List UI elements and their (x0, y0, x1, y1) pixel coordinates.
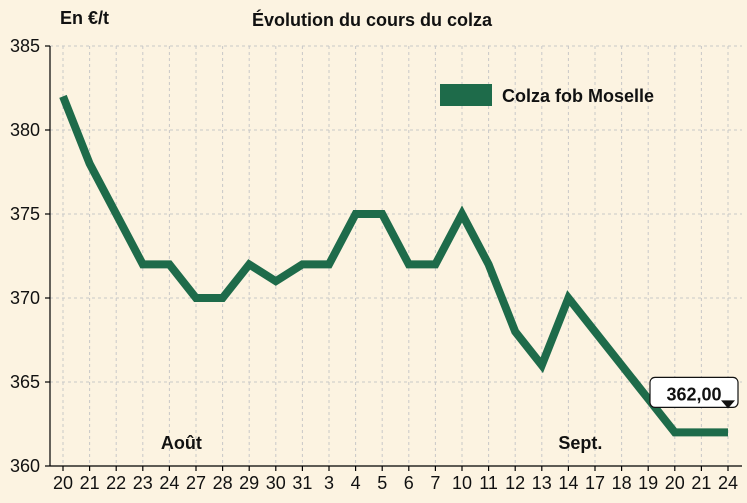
month-label: Sept. (558, 433, 602, 453)
x-tick-label: 7 (430, 473, 440, 493)
value-callout-box (649, 376, 739, 408)
legend-swatch (440, 84, 492, 106)
x-tick-label: 21 (691, 473, 711, 493)
x-tick-label: 20 (53, 473, 73, 493)
x-tick-label: 4 (351, 473, 361, 493)
x-tick-label: 29 (239, 473, 259, 493)
y-tick-label: 385 (10, 36, 40, 56)
y-tick-label: 365 (10, 372, 40, 392)
x-tick-label: 30 (266, 473, 286, 493)
x-tick-label: 22 (106, 473, 126, 493)
grid (50, 45, 742, 467)
x-tick-label: 28 (213, 473, 233, 493)
x-tick-labels: 20 21 22 23 24 27 28 29 30 31 3 4 5 6 7 10 11 12 13 14 17 18 1… (53, 473, 738, 493)
series-layer (59, 94, 728, 437)
y-tick-label: 380 (10, 120, 40, 140)
x-tick-label: 12 (505, 473, 525, 493)
x-tick-label: 31 (292, 473, 312, 493)
x-tick-label: 27 (186, 473, 206, 493)
y-tick-labels: 360 365 370 375 380 385 (10, 36, 40, 476)
chart-title: Évolution du cours du colza (252, 9, 493, 30)
x-tick-label: 21 (80, 473, 100, 493)
month-label: Août (161, 433, 202, 453)
legend-label: Colza fob Moselle (502, 86, 654, 106)
x-tick-label: 20 (665, 473, 685, 493)
series-line (59, 94, 728, 437)
x-tick-label: 24 (718, 473, 738, 493)
x-tick-label: 3 (324, 473, 334, 493)
value-callout-label: 362,00 (666, 384, 721, 404)
x-tick-label: 23 (133, 473, 153, 493)
y-tick-label: 370 (10, 288, 40, 308)
x-tick-label: 14 (558, 473, 578, 493)
axes (45, 45, 742, 471)
x-tick-label: 18 (612, 473, 632, 493)
annotations: Août Sept. 362,00 (161, 376, 739, 453)
x-tick-label: 24 (159, 473, 179, 493)
y-axis-label: En €/t (60, 8, 109, 28)
legend: Colza fob Moselle (440, 84, 654, 106)
y-tick-label: 375 (10, 204, 40, 224)
x-tick-label: 11 (479, 473, 498, 493)
x-tick-label: 17 (585, 473, 605, 493)
x-tick-label: 5 (377, 473, 387, 493)
x-tick-label: 13 (532, 473, 552, 493)
y-tick-label: 360 (10, 456, 40, 476)
x-tick-label: 6 (404, 473, 414, 493)
x-tick-label: 19 (638, 473, 658, 493)
x-tick-label: 10 (452, 473, 472, 493)
callout-pointer (721, 400, 735, 409)
